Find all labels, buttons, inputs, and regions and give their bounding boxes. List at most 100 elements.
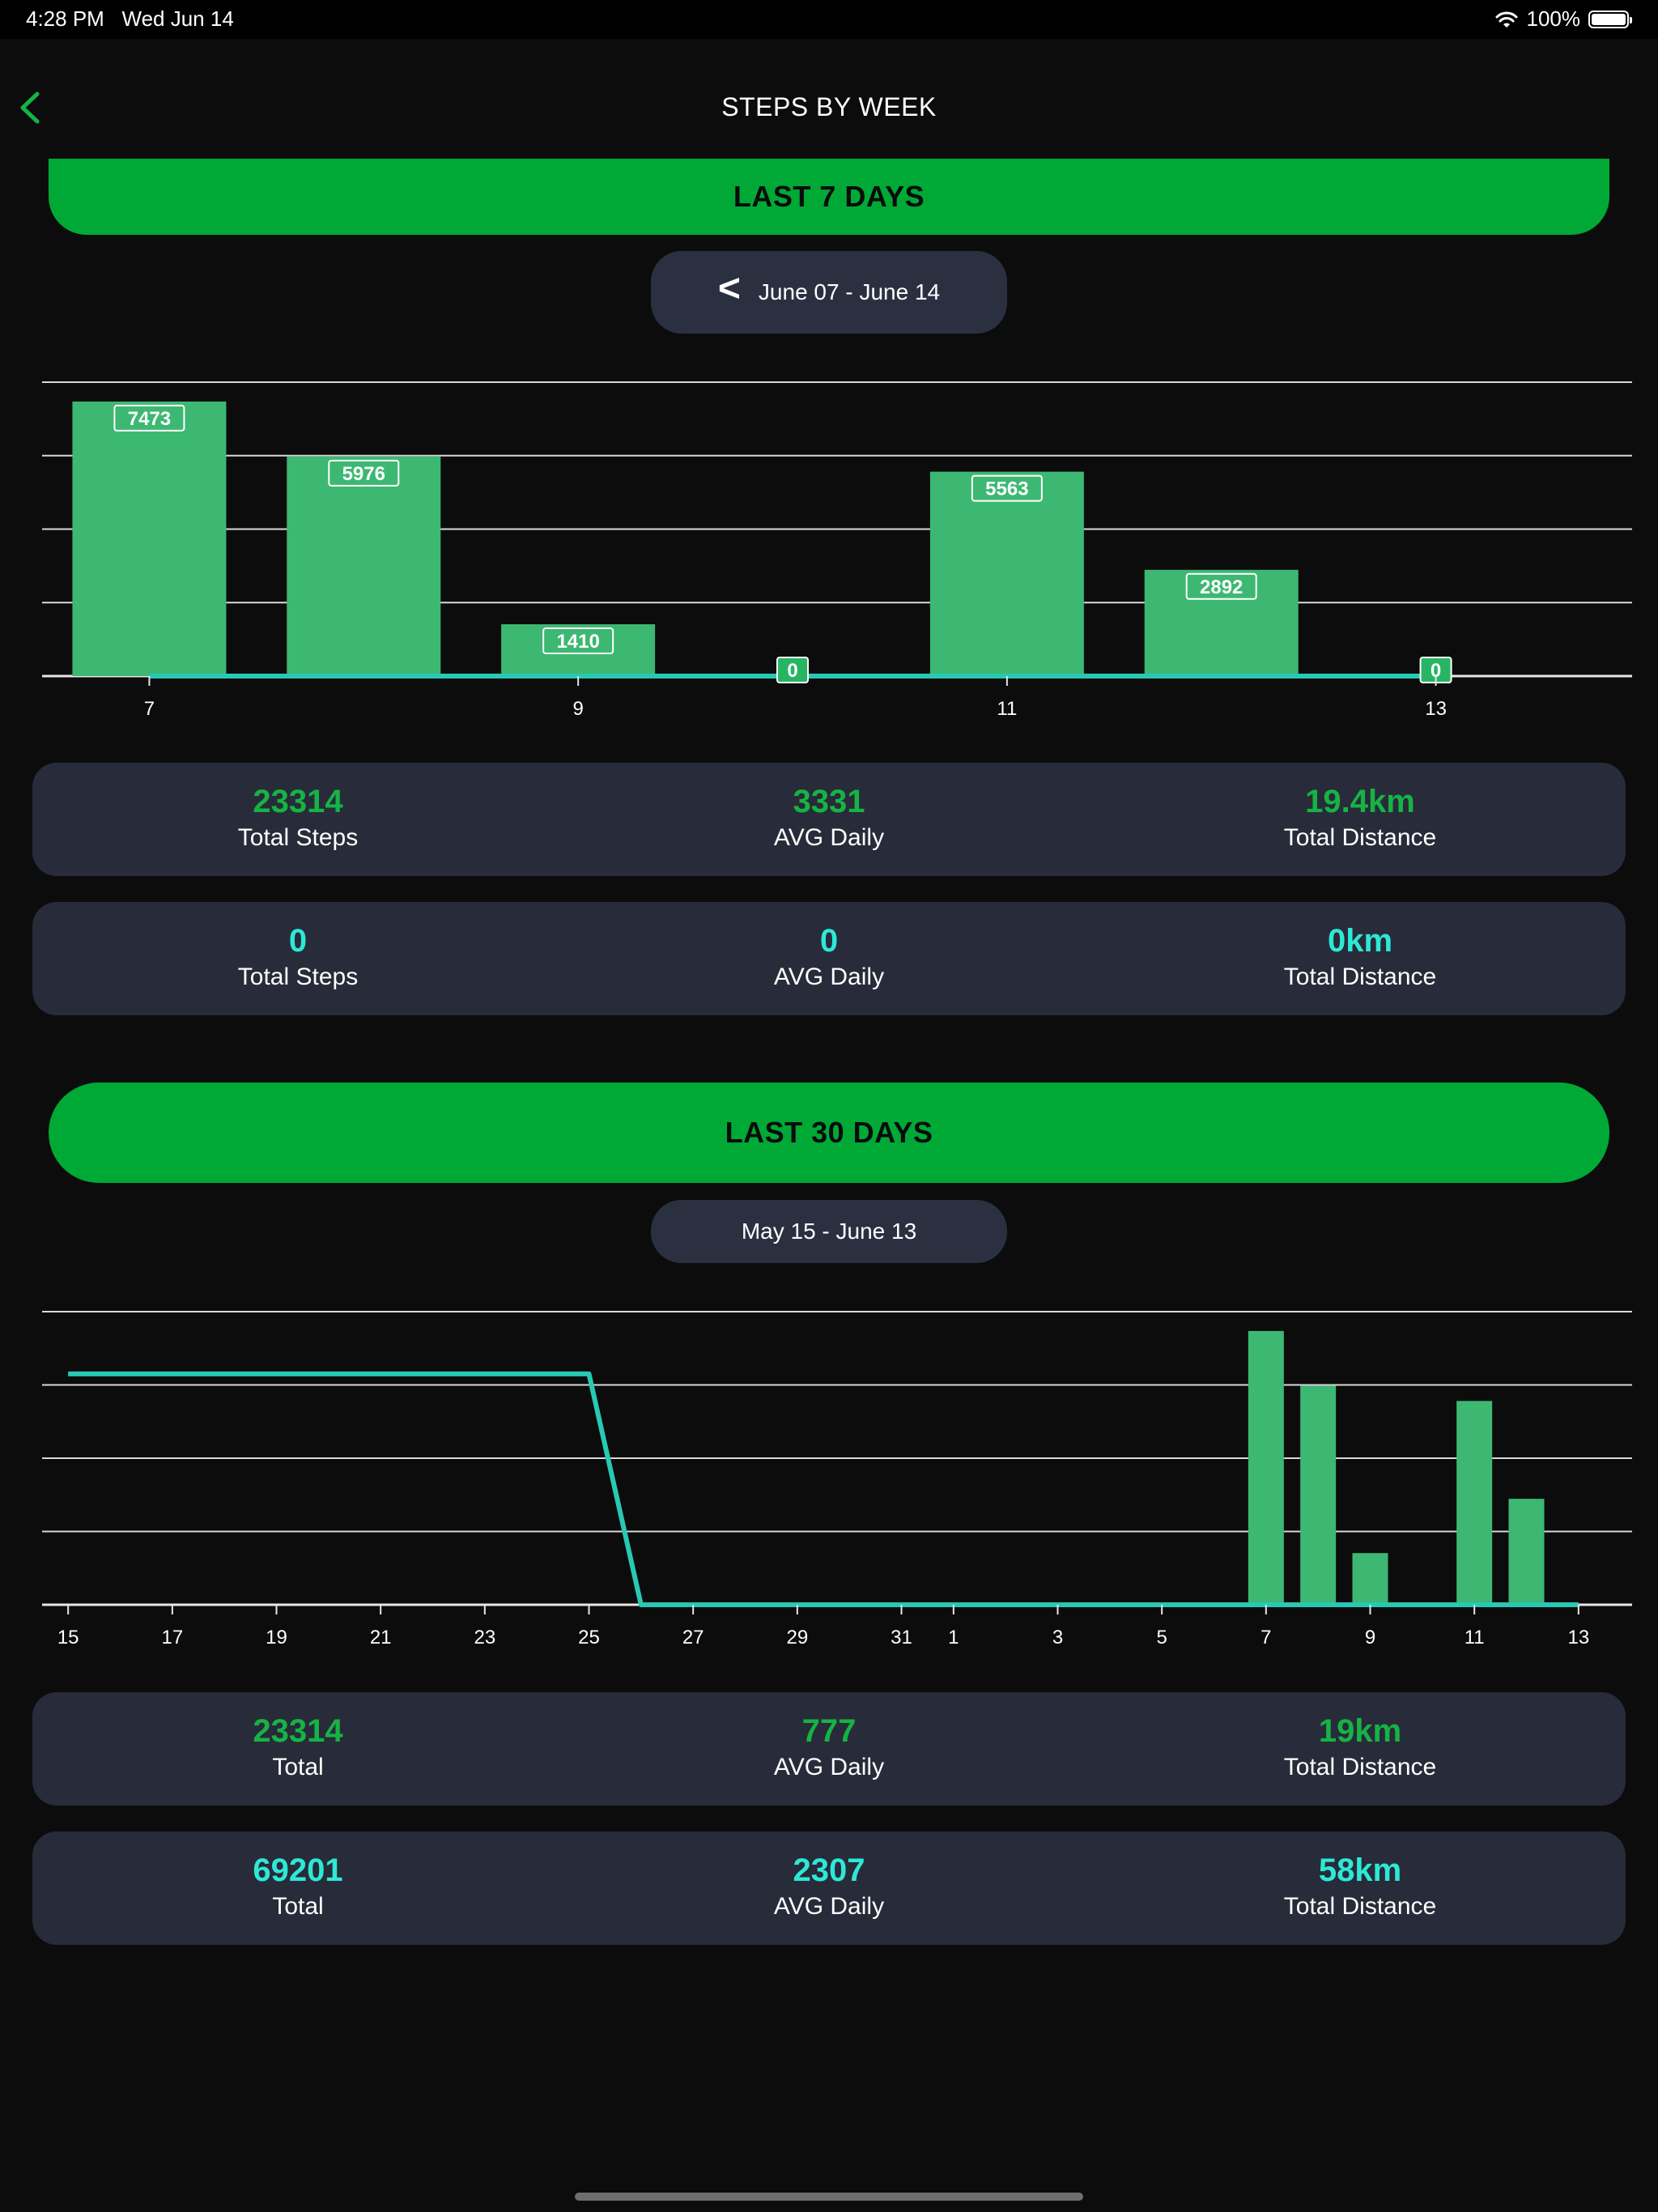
stat-value: 23314	[253, 1713, 343, 1749]
stat-label: Total Distance	[1283, 1893, 1437, 1920]
wifi-icon	[1495, 11, 1517, 28]
bar-11	[929, 471, 1084, 676]
stat-label: Total Steps	[237, 824, 359, 851]
battery-percent: 100%	[1526, 6, 1581, 31]
data-label-text: 0	[787, 660, 797, 682]
tick-label-29: 29	[786, 1627, 808, 1648]
stat-label: AVG Daily	[773, 963, 885, 990]
data-label-8: 5976	[328, 459, 400, 487]
last-7-days-button[interactable]: LAST 7 DAYS	[49, 159, 1609, 235]
week-total-distance: 19.4km Total Distance	[1095, 763, 1626, 876]
data-label-box	[113, 404, 185, 432]
tick-label-9: 9	[572, 698, 583, 720]
monthly-steps-chart: 15 17 19 21 23 25 27 29 31 1 3 5 7 9 11 13	[42, 1311, 1632, 1648]
status-bar	[0, 0, 1658, 39]
week-stats-card: 23314 Total Steps 3331 AVG Daily 19.4km …	[32, 763, 1626, 876]
tick-label-11: 11	[997, 698, 1017, 720]
stat-label: AVG Daily	[773, 824, 885, 851]
status-date: Wed Jun 14	[121, 6, 234, 31]
tick-label-27: 27	[682, 1627, 704, 1648]
data-label-11: 5563	[971, 474, 1043, 502]
stat-value: 2307	[793, 1853, 865, 1888]
stat-value: 0	[819, 923, 839, 959]
data-label-13: 0	[1419, 657, 1452, 683]
week-total-steps: 23314 Total Steps	[32, 763, 563, 876]
month-compare-stats-card: 69201 Total 2307 AVG Daily 58km Total Di…	[32, 1831, 1626, 1945]
tick-label-13: 13	[1567, 1627, 1589, 1648]
tick-label-9: 9	[1365, 1627, 1375, 1648]
stat-label: Total Distance	[1283, 963, 1437, 990]
tick-label-7: 7	[144, 698, 155, 720]
data-label-text: 2892	[1200, 576, 1243, 598]
last-30-days-button[interactable]: LAST 30 DAYS	[49, 1083, 1609, 1183]
data-label-box	[542, 627, 614, 655]
data-label-9: 1410	[542, 627, 614, 655]
stat-label: Total	[272, 1754, 324, 1780]
data-label-text: 5563	[985, 479, 1028, 500]
tick-label-3: 3	[1052, 1627, 1063, 1648]
data-label-box	[971, 474, 1043, 502]
data-label-text: 0	[1431, 660, 1441, 682]
data-label-box	[1185, 572, 1257, 600]
stat-value: 0	[288, 923, 308, 959]
comparison-line	[68, 1371, 1579, 1607]
tick-label-5: 5	[1156, 1627, 1167, 1648]
bar-9	[1352, 1553, 1388, 1605]
week-range-label: June 07 - June 14	[758, 279, 941, 304]
week-compare-total-steps: 0 Total Steps	[32, 902, 563, 1015]
month-compare-total-distance: 58km Total Distance	[1095, 1831, 1626, 1945]
tick-label-23: 23	[474, 1627, 495, 1648]
month-compare-total: 69201 Total	[32, 1831, 563, 1945]
stat-label: AVG Daily	[773, 1893, 885, 1920]
tick-label-31: 31	[891, 1627, 912, 1648]
stat-label: Total Distance	[1283, 824, 1437, 851]
month-range-selector[interactable]: May 15 - June 13	[651, 1200, 1007, 1263]
tick-label-17: 17	[161, 1627, 183, 1648]
month-stats-card: 23314 Total 777 AVG Daily 19km Total Dis…	[32, 1692, 1626, 1806]
stat-value: 19km	[1318, 1713, 1402, 1749]
data-label-text: 7473	[128, 408, 171, 430]
stat-value: 19.4km	[1305, 784, 1415, 819]
stat-label: AVG Daily	[773, 1754, 885, 1780]
battery-icon	[1588, 10, 1632, 28]
week-compare-stats-card: 0 Total Steps 0 AVG Daily 0km Total Dist…	[32, 902, 1626, 1015]
week-avg-daily: 3331 AVG Daily	[563, 763, 1095, 876]
stat-value: 58km	[1318, 1853, 1402, 1888]
data-label-text: 5976	[342, 463, 385, 485]
stat-label: Total Distance	[1283, 1754, 1437, 1780]
bar-11	[1456, 1401, 1493, 1605]
month-compare-avg-daily: 2307 AVG Daily	[563, 1831, 1095, 1945]
bar-7	[1248, 1330, 1284, 1605]
week-compare-avg-daily: 0 AVG Daily	[563, 902, 1095, 1015]
month-total-distance: 19km Total Distance	[1095, 1692, 1626, 1806]
stat-value: 23314	[253, 784, 343, 819]
bar-8	[287, 456, 441, 676]
tick-label-21: 21	[370, 1627, 392, 1648]
tick-label-11: 11	[1465, 1627, 1485, 1648]
tick-label-15: 15	[57, 1627, 79, 1648]
stat-value: 777	[801, 1713, 857, 1749]
status-right: 100%	[1494, 6, 1632, 32]
bar-8	[1300, 1385, 1337, 1605]
bar-7	[72, 401, 227, 676]
data-label-box	[776, 657, 809, 683]
stat-value: 0km	[1327, 923, 1393, 959]
month-total: 23314 Total	[32, 1692, 563, 1806]
page-title: STEPS BY WEEK	[721, 92, 937, 121]
data-label-10: 0	[776, 657, 809, 683]
home-indicator[interactable]	[575, 2193, 1083, 2201]
bar-12	[1508, 1499, 1545, 1605]
week-range-selector[interactable]: < June 07 - June 14	[651, 251, 1007, 334]
stat-value: 3331	[793, 784, 865, 819]
tick-label-13: 13	[1425, 698, 1447, 720]
previous-week-icon[interactable]: <	[717, 267, 741, 310]
stat-label: Total	[272, 1893, 324, 1920]
chevron-left-icon[interactable]	[11, 87, 49, 128]
stat-label: Total Steps	[237, 963, 359, 990]
tick-label-19: 19	[266, 1627, 287, 1648]
data-label-7: 7473	[113, 404, 185, 432]
week-compare-total-distance: 0km Total Distance	[1095, 902, 1626, 1015]
data-label-12: 2892	[1185, 572, 1257, 600]
weekly-steps-chart: 7473 5976 1410 0 5563 2892 0 7 9 11 13	[42, 381, 1632, 720]
data-label-box	[328, 459, 400, 487]
